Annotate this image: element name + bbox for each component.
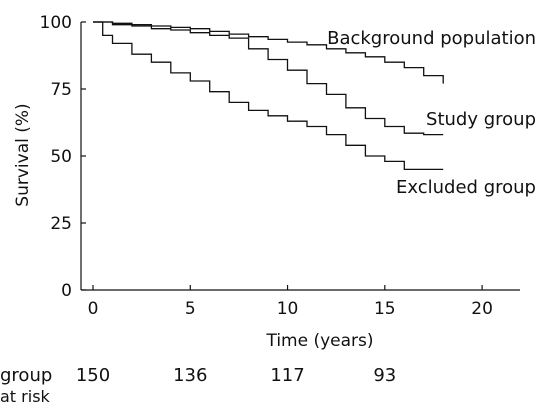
survival-curves xyxy=(93,21,444,171)
at-risk-label-line1: group xyxy=(0,365,52,386)
at-risk-value: 136 xyxy=(173,365,207,386)
y-tick-label: 0 xyxy=(61,281,72,301)
y-tick-label: 100 xyxy=(40,13,72,33)
x-axis-title: Time (years) xyxy=(265,331,373,351)
at-risk-value: 150 xyxy=(76,365,110,386)
y-tick-label: 25 xyxy=(50,214,72,234)
survival-curve-excluded-group xyxy=(93,21,444,171)
axes xyxy=(80,22,520,291)
at-risk-label-line2: at risk xyxy=(0,387,51,406)
y-ticks: 0 25 50 75 100 xyxy=(40,13,86,301)
x-tick-label: 10 xyxy=(277,299,299,319)
survival-curve-study-group xyxy=(93,21,444,136)
number-at-risk: group at risk 150 136 117 93 xyxy=(0,365,396,406)
y-tick-label: 75 xyxy=(50,80,72,100)
x-tick-label: 5 xyxy=(185,299,196,319)
series-label-excluded-group: Excluded group xyxy=(396,177,536,198)
y-tick-label: 50 xyxy=(50,147,72,167)
series-label-study-group: Study group xyxy=(426,109,536,130)
x-tick-label: 0 xyxy=(88,299,99,319)
y-axis-title: Survival (%) xyxy=(13,103,33,206)
x-tick-label: 20 xyxy=(471,299,493,319)
x-ticks: 0 5 10 15 20 xyxy=(88,285,493,319)
x-tick-label: 15 xyxy=(374,299,396,319)
at-risk-value: 117 xyxy=(270,365,304,386)
series-label-background-population: Background population xyxy=(327,28,536,49)
at-risk-value: 93 xyxy=(373,365,396,386)
